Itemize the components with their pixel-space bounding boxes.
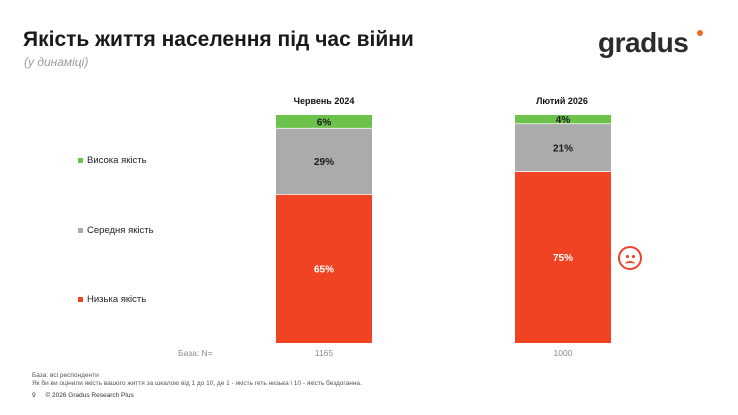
page-title: Якість життя населення під час війни — [23, 28, 414, 51]
bar-category-label-june-2024: Червень 2024 — [293, 96, 355, 106]
sad-face-icon — [618, 246, 642, 270]
legend-item-high: Висока якість — [78, 155, 147, 166]
legend-label-high: Висока якість — [87, 155, 147, 166]
legend-label-medium: Середня якість — [87, 225, 154, 236]
data-label-low-1: 75% — [553, 253, 573, 264]
bar-segment-low-0 — [276, 194, 372, 343]
page-subtitle: (у динаміці) — [24, 55, 89, 69]
legend-label-low: Низька якість — [87, 294, 147, 305]
base-label: База: N= — [178, 348, 213, 358]
footnote-question: Як би ви оцінили якість вашого життя за … — [32, 380, 362, 387]
legend-swatch-low — [78, 297, 83, 302]
legend-swatch-high — [78, 158, 83, 163]
data-label-high-0: 6% — [317, 117, 332, 128]
data-label-medium-0: 29% — [314, 157, 334, 168]
page-number: 9 — [32, 392, 36, 399]
bar-category-label-feb-2026: Лютий 2026 — [536, 96, 588, 106]
footnote-base: База: всі респонденти — [32, 372, 99, 379]
data-label-medium-1: 21% — [553, 144, 573, 155]
bar-segment-high-1 — [515, 115, 611, 125]
legend-item-medium: Середня якість — [78, 225, 154, 236]
data-label-low-0: 65% — [314, 264, 334, 275]
bar-segment-medium-1 — [515, 124, 611, 172]
bar-segment-low-1 — [515, 172, 611, 343]
copyright-text: © 2026 Gradus Research Plus — [45, 392, 134, 399]
page-footer: 9 © 2026 Gradus Research Plus — [32, 392, 134, 399]
data-label-high-1: 4% — [556, 115, 571, 126]
legend-item-low: Низька якість — [78, 294, 146, 305]
legend-swatch-medium — [78, 228, 83, 233]
logo-dot-icon — [697, 30, 703, 36]
base-value-june-2024: 1165 — [314, 348, 334, 358]
bar-segment-high-0 — [276, 115, 372, 129]
bar-segment-medium-0 — [276, 128, 372, 195]
base-value-feb-2026: 1000 — [553, 348, 573, 358]
gradus-logo: gradus — [598, 27, 689, 58]
